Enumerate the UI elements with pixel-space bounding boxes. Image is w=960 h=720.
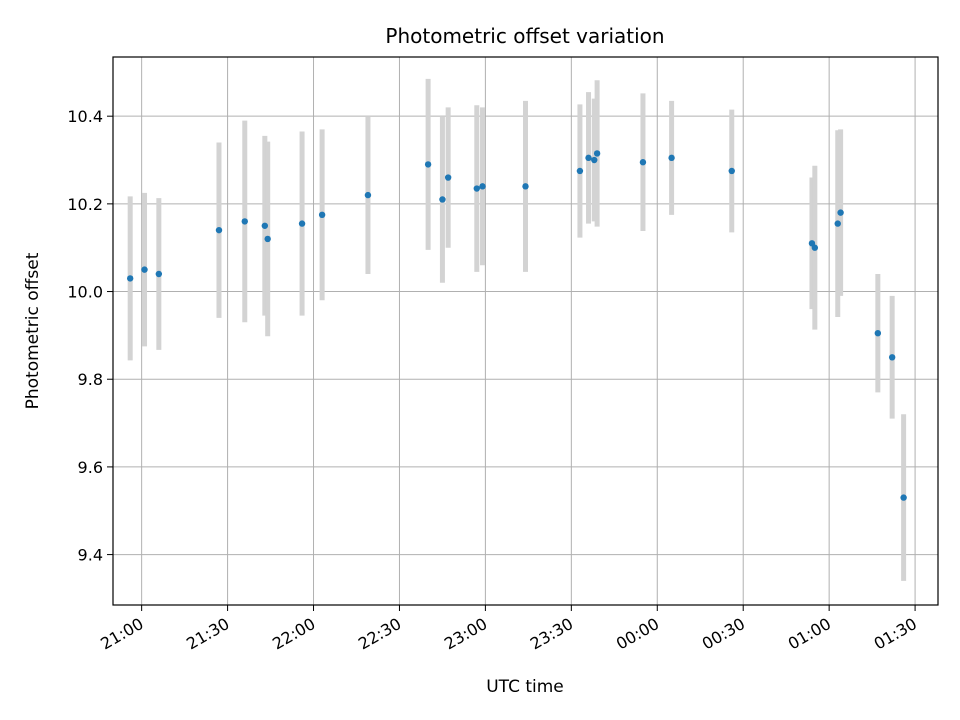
x-tick-label: 22:30 xyxy=(355,614,404,654)
y-axis: 9.4 9.6 9.8 10.0 10.2 10.4 xyxy=(67,107,113,565)
data-point xyxy=(522,183,529,190)
data-point xyxy=(834,220,841,227)
data-point xyxy=(439,196,446,203)
data-point xyxy=(591,156,598,164)
x-tick-label: 00:30 xyxy=(699,614,748,654)
x-tick-label: 23:00 xyxy=(441,614,490,654)
data-point xyxy=(811,244,819,251)
data-point xyxy=(298,220,306,227)
data-point xyxy=(261,222,269,229)
x-axis-title: UTC time xyxy=(486,677,564,697)
data-point xyxy=(241,218,248,225)
data-point xyxy=(364,191,372,199)
data-point xyxy=(593,150,601,157)
data-point xyxy=(900,494,907,501)
y-axis-title: Photometric offset xyxy=(23,252,43,409)
data-point xyxy=(479,183,486,190)
data-point xyxy=(837,209,844,216)
y-tick-label: 9.4 xyxy=(78,546,103,565)
plot-frame xyxy=(112,56,939,606)
grid-lines xyxy=(113,57,938,605)
x-tick-label: 21:30 xyxy=(183,614,232,654)
data-point xyxy=(264,235,271,243)
data-point xyxy=(728,167,735,175)
data-point xyxy=(874,329,882,337)
y-tick-label: 9.8 xyxy=(78,370,103,389)
x-tick-label: 23:30 xyxy=(527,614,576,654)
data-point xyxy=(444,174,452,181)
chart-title: Photometric offset variation xyxy=(385,24,664,48)
data-point xyxy=(639,159,647,166)
data-point xyxy=(668,154,675,162)
x-axis: 21:00 21:30 22:00 22:30 23:00 23:30 00:00 00:30… xyxy=(97,605,920,654)
x-tick-label: 01:30 xyxy=(871,614,920,654)
y-tick-label: 10.4 xyxy=(67,107,103,126)
data-point xyxy=(585,154,592,162)
x-tick-label: 01:00 xyxy=(785,614,834,654)
error-bars xyxy=(127,78,907,581)
y-tick-label: 10.0 xyxy=(67,283,103,302)
data-point xyxy=(318,211,326,219)
data-point xyxy=(126,275,134,282)
x-tick-label: 22:00 xyxy=(269,614,318,654)
y-tick-label: 9.6 xyxy=(78,458,103,477)
data-point xyxy=(473,185,481,192)
x-tick-label: 21:00 xyxy=(97,614,146,654)
x-tick-label: 00:00 xyxy=(613,614,662,654)
data-point xyxy=(888,354,896,361)
data-point xyxy=(141,266,148,273)
data-point xyxy=(215,226,223,234)
data-point xyxy=(576,167,584,175)
data-points xyxy=(126,150,907,501)
y-tick-label: 10.2 xyxy=(67,195,103,214)
data-point xyxy=(155,270,163,278)
data-point xyxy=(424,161,432,168)
